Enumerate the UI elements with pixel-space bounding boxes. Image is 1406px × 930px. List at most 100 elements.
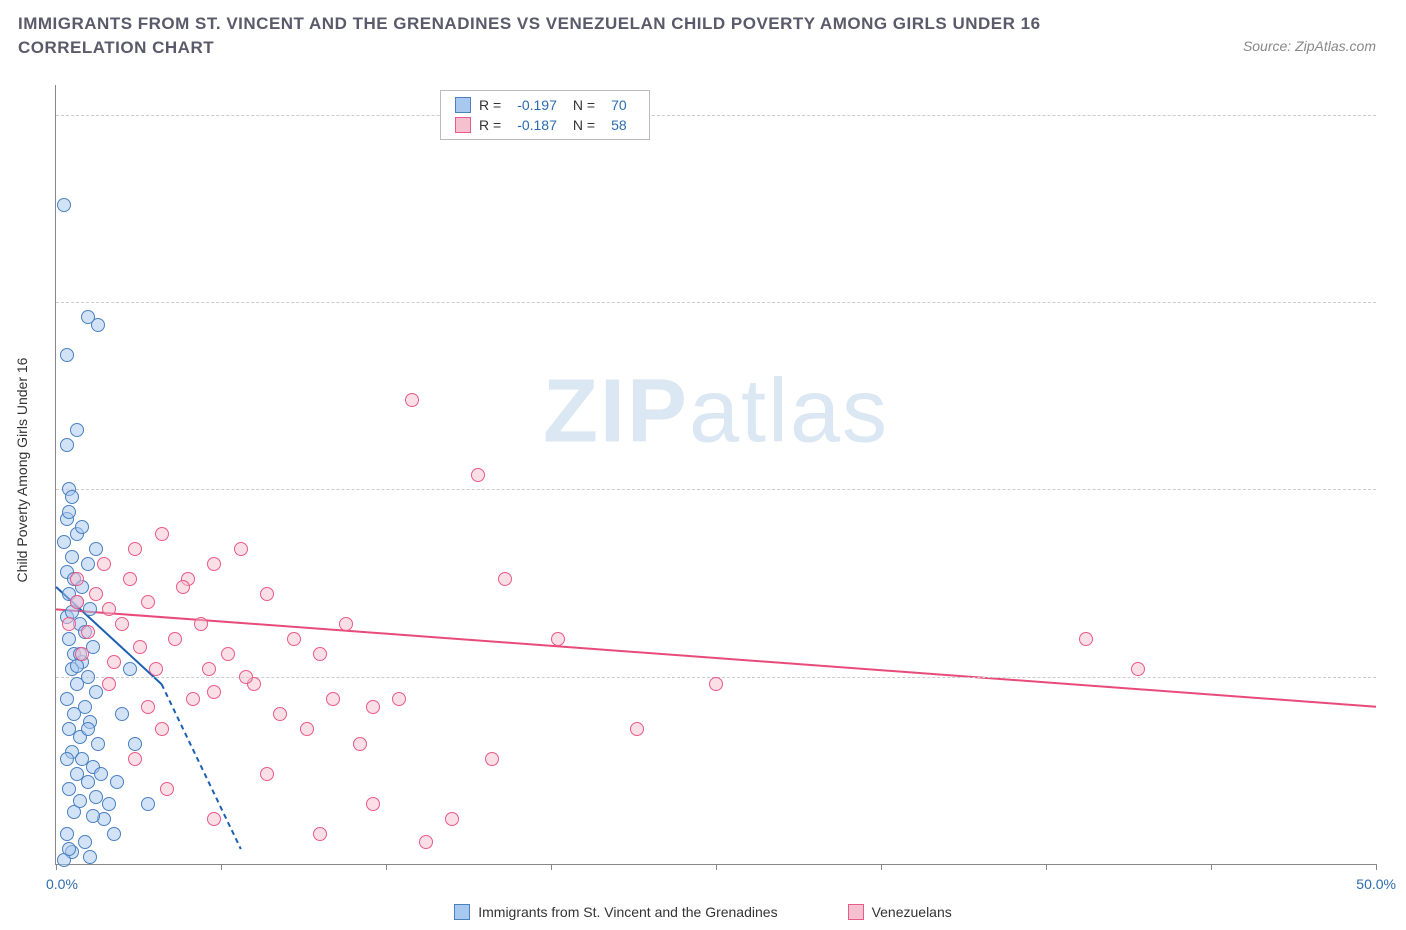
data-point — [83, 850, 97, 864]
data-point — [445, 812, 459, 826]
ytick-label: 12.5% — [1386, 669, 1406, 685]
data-point — [70, 423, 84, 437]
data-point — [141, 700, 155, 714]
data-point — [83, 602, 97, 616]
xtick-label-max: 50.0% — [1356, 876, 1396, 892]
xtick-mark — [551, 864, 552, 870]
chart-title: IMMIGRANTS FROM ST. VINCENT AND THE GREN… — [18, 12, 1118, 60]
data-point — [709, 677, 723, 691]
gridline — [56, 489, 1376, 490]
data-point — [155, 527, 169, 541]
data-point — [392, 692, 406, 706]
data-point — [221, 647, 235, 661]
data-point — [65, 490, 79, 504]
xtick-mark — [386, 864, 387, 870]
data-point — [366, 797, 380, 811]
data-point — [62, 782, 76, 796]
data-point — [89, 685, 103, 699]
data-point — [485, 752, 499, 766]
data-point — [133, 640, 147, 654]
data-point — [1079, 632, 1093, 646]
xtick-mark — [881, 864, 882, 870]
data-point — [107, 827, 121, 841]
data-point — [67, 707, 81, 721]
plot-area: ZIPatlas 0.0%12.5%25.0%37.5%50.0%0.0%50.… — [55, 85, 1376, 865]
data-point — [110, 775, 124, 789]
data-point — [551, 632, 565, 646]
data-point — [89, 587, 103, 601]
data-point — [419, 835, 433, 849]
data-point — [176, 580, 190, 594]
data-point — [62, 842, 76, 856]
xtick-mark — [716, 864, 717, 870]
swatch-icon — [848, 904, 864, 920]
data-point — [94, 767, 108, 781]
data-point — [62, 505, 76, 519]
data-point — [339, 617, 353, 631]
data-point — [239, 670, 253, 684]
data-point — [102, 602, 116, 616]
data-point — [366, 700, 380, 714]
data-point — [141, 595, 155, 609]
data-point — [86, 809, 100, 823]
data-point — [91, 318, 105, 332]
legend-item-1: Immigrants from St. Vincent and the Gren… — [454, 904, 777, 920]
data-point — [89, 542, 103, 556]
data-point — [70, 659, 84, 673]
data-point — [91, 737, 105, 751]
data-point — [353, 737, 367, 751]
data-point — [234, 542, 248, 556]
data-point — [57, 198, 71, 212]
data-point — [160, 782, 174, 796]
xtick-mark — [1211, 864, 1212, 870]
trend-lines — [56, 85, 1376, 864]
data-point — [123, 572, 137, 586]
data-point — [186, 692, 200, 706]
data-point — [194, 617, 208, 631]
data-point — [128, 752, 142, 766]
data-point — [405, 393, 419, 407]
swatch-series-2 — [455, 117, 471, 133]
data-point — [81, 775, 95, 789]
bottom-legend: Immigrants from St. Vincent and the Gren… — [0, 904, 1406, 920]
gridline — [56, 302, 1376, 303]
data-point — [471, 468, 485, 482]
data-point — [81, 722, 95, 736]
data-point — [102, 677, 116, 691]
data-point — [75, 520, 89, 534]
data-point — [155, 722, 169, 736]
ytick-label: 25.0% — [1386, 481, 1406, 497]
data-point — [75, 647, 89, 661]
data-point — [207, 812, 221, 826]
data-point — [1131, 662, 1145, 676]
data-point — [70, 595, 84, 609]
data-point — [260, 767, 274, 781]
data-point — [57, 535, 71, 549]
xtick-mark — [56, 864, 57, 870]
ytick-label: 37.5% — [1386, 294, 1406, 310]
data-point — [60, 752, 74, 766]
data-point — [141, 797, 155, 811]
xtick-label-min: 0.0% — [46, 876, 78, 892]
data-point — [70, 677, 84, 691]
swatch-series-1 — [455, 97, 471, 113]
data-point — [313, 827, 327, 841]
data-point — [260, 587, 274, 601]
stats-legend: R = -0.197 N = 70 R = -0.187 N = 58 — [440, 90, 650, 140]
swatch-icon — [454, 904, 470, 920]
data-point — [168, 632, 182, 646]
stats-row-2: R = -0.187 N = 58 — [455, 115, 635, 135]
data-point — [60, 348, 74, 362]
data-point — [128, 542, 142, 556]
xtick-mark — [221, 864, 222, 870]
data-point — [300, 722, 314, 736]
data-point — [149, 662, 163, 676]
data-point — [107, 655, 121, 669]
data-point — [65, 550, 79, 564]
data-point — [128, 737, 142, 751]
data-point — [273, 707, 287, 721]
data-point — [287, 632, 301, 646]
data-point — [313, 647, 327, 661]
data-point — [630, 722, 644, 736]
chart-container: IMMIGRANTS FROM ST. VINCENT AND THE GREN… — [0, 0, 1406, 930]
